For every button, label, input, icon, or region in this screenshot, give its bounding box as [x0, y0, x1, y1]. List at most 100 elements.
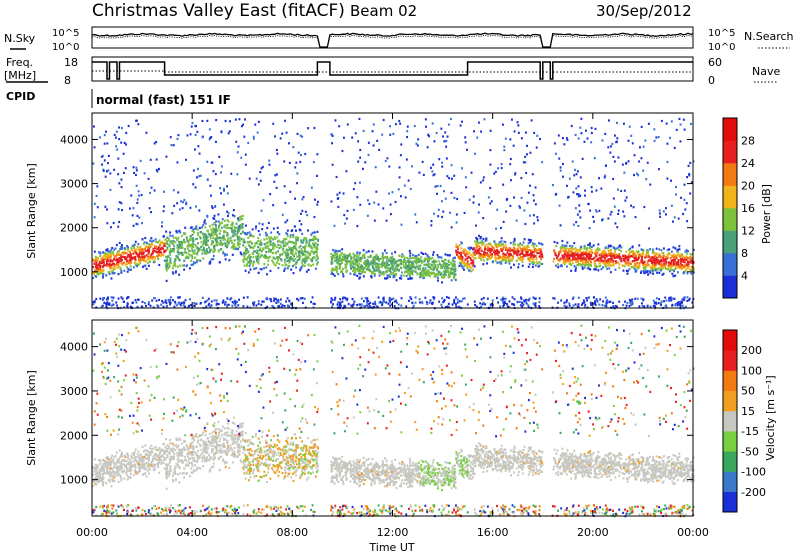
range-cell: [670, 259, 673, 262]
range-cell: [382, 207, 385, 210]
range-cell: [284, 258, 286, 261]
range-cell: [339, 298, 342, 301]
range-cell: [434, 185, 437, 188]
range-cell: [455, 305, 458, 308]
range-cell: [96, 206, 99, 209]
range-cell: [540, 242, 542, 245]
range-cell: [363, 257, 366, 260]
range-cell: [642, 261, 645, 264]
range-cell: [643, 264, 646, 267]
range-cell: [392, 274, 395, 277]
range-cell: [395, 279, 398, 282]
range-cell: [205, 244, 207, 247]
range-cell: [211, 223, 214, 227]
range-cell: [620, 189, 623, 193]
range-cell: [667, 267, 670, 270]
range-cell: [331, 261, 334, 264]
range-cell: [336, 267, 338, 270]
range-cell: [501, 257, 504, 260]
range-cell: [527, 257, 530, 260]
range-cell: [583, 262, 586, 265]
range-cell: [429, 275, 431, 278]
range-cell: [116, 266, 119, 269]
range-cell: [441, 266, 443, 269]
range-cell: [119, 259, 121, 263]
range-cell: [354, 270, 357, 273]
range-cell: [586, 299, 588, 302]
range-cell: [217, 237, 220, 240]
range-cell: [159, 251, 162, 254]
range-cell: [385, 301, 388, 304]
range-cell: [583, 266, 586, 269]
range-cell: [512, 246, 515, 249]
range-cell: [333, 250, 336, 253]
range-cell: [133, 244, 135, 248]
range-cell: [532, 194, 535, 197]
range-cell: [181, 251, 183, 254]
range-cell: [604, 256, 606, 259]
range-cell: [98, 269, 101, 272]
range-cell: [128, 255, 131, 258]
range-cell: [403, 256, 406, 259]
range-cell: [102, 255, 105, 258]
range-cell: [393, 270, 396, 273]
range-cell: [285, 300, 288, 303]
range-cell: [313, 235, 316, 238]
range-cell: [460, 300, 463, 303]
range-cell: [443, 140, 446, 143]
range-cell: [568, 257, 571, 260]
range-cell: [296, 297, 298, 300]
range-cell: [218, 224, 220, 228]
range-cell: [92, 303, 95, 306]
range-cell: [250, 260, 253, 263]
range-cell: [400, 255, 403, 258]
range-cell: [396, 260, 398, 263]
range-cell: [569, 254, 571, 257]
range-cell: [577, 195, 580, 198]
range-cell: [690, 269, 693, 272]
range-cell: [300, 154, 302, 157]
range-cell: [181, 264, 184, 267]
range-cell: [93, 216, 96, 219]
range-cell: [523, 238, 526, 241]
range-cell: [165, 261, 168, 264]
range-cell: [678, 245, 681, 248]
range-cell: [401, 261, 404, 264]
range-cell: [524, 161, 527, 164]
range-cell: [351, 305, 354, 308]
range-cell: [106, 253, 108, 256]
range-cell: [350, 255, 353, 258]
range-cell: [278, 239, 281, 242]
range-cell: [676, 248, 679, 251]
range-cell: [570, 269, 573, 272]
range-cell: [240, 223, 243, 226]
range-cell: [438, 158, 441, 161]
range-cell: [501, 247, 504, 250]
range-cell: [629, 255, 632, 258]
range-cell: [562, 249, 565, 252]
range-cell: [422, 273, 425, 276]
range-cell: [160, 303, 163, 306]
range-cell: [509, 157, 512, 161]
range-cell: [346, 254, 349, 257]
range-cell: [483, 251, 486, 254]
range-cell: [662, 257, 665, 260]
range-cell: [297, 236, 300, 239]
range-cell: [195, 260, 198, 263]
range-cell: [304, 256, 307, 259]
range-cell: [490, 200, 493, 203]
range-cell: [558, 251, 560, 254]
range-cell: [682, 259, 685, 262]
range-cell: [417, 258, 420, 261]
range-cell: [672, 275, 675, 278]
range-cell: [664, 257, 667, 260]
range-cell: [427, 260, 430, 264]
range-cell: [201, 226, 203, 229]
range-cell: [525, 250, 528, 254]
range-cell: [215, 243, 218, 246]
range-cell: [116, 304, 118, 307]
range-cell: [526, 250, 529, 253]
range-cell: [461, 258, 464, 261]
range-cell: [482, 179, 485, 182]
range-cell: [657, 259, 660, 262]
